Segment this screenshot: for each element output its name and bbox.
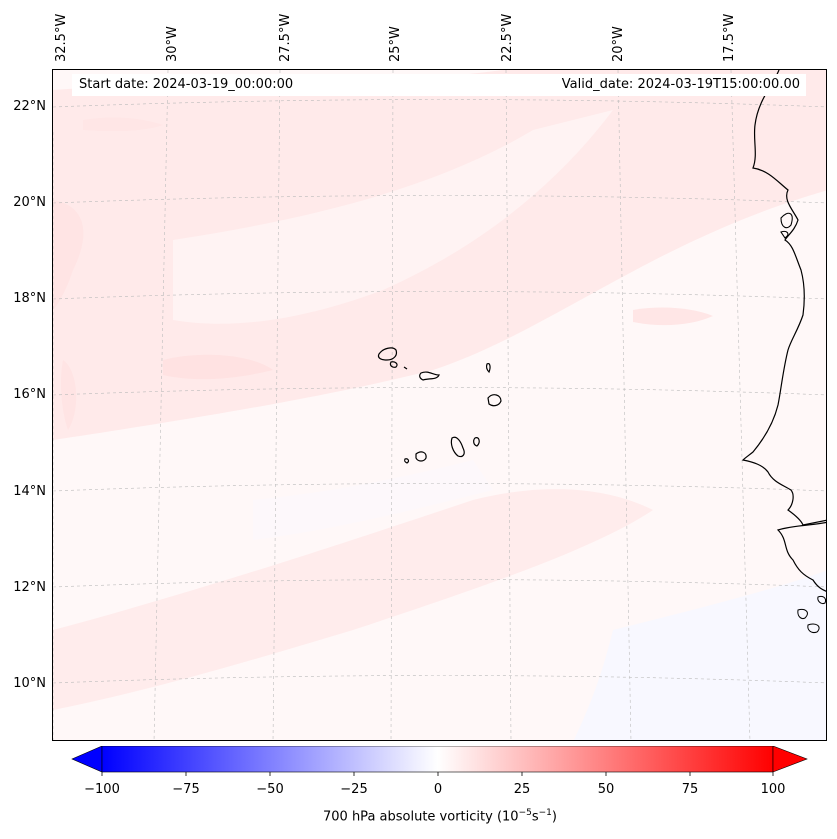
colorbar-max-extend bbox=[772, 746, 808, 773]
gridlines bbox=[53, 70, 826, 740]
colorbar-tick-label: 25 bbox=[513, 782, 531, 797]
map-canvas bbox=[53, 70, 826, 740]
island-santo-antao bbox=[377, 347, 398, 361]
lon-label: 30°W bbox=[165, 26, 180, 62]
coastal-island bbox=[780, 230, 789, 239]
vorticity-band bbox=[633, 307, 713, 326]
island-santiago bbox=[450, 436, 465, 458]
colorbar bbox=[71, 746, 808, 776]
lat-label: 12°N bbox=[13, 580, 46, 595]
meridian-line bbox=[730, 70, 751, 740]
lon-label: 20°W bbox=[611, 26, 626, 62]
colorbar-tick-label: −75 bbox=[172, 782, 200, 797]
africa-coastline bbox=[776, 521, 826, 592]
island-boa-vista bbox=[487, 394, 502, 407]
lon-label: 32.5°W bbox=[54, 13, 69, 62]
meridian-line bbox=[272, 70, 281, 740]
colorbar-title-mid: s bbox=[531, 809, 539, 825]
map-frame bbox=[52, 69, 827, 741]
lon-label: 17.5°W bbox=[722, 13, 737, 62]
meridian-line bbox=[390, 70, 394, 740]
lat-label: 22°N bbox=[13, 99, 46, 114]
lat-label: 20°N bbox=[13, 195, 46, 210]
lat-label: 18°N bbox=[13, 291, 46, 306]
info-band bbox=[72, 74, 806, 96]
vorticity-band bbox=[60, 360, 77, 430]
vorticity-band bbox=[53, 489, 653, 710]
vorticity-band bbox=[163, 354, 273, 380]
island-maio bbox=[473, 437, 480, 447]
colorbar-title: 700 hPa absolute vorticity (10−5s−1) bbox=[0, 808, 837, 824]
vorticity-band bbox=[83, 117, 163, 132]
island-santa-luzia bbox=[403, 366, 408, 370]
lat-label: 10°N bbox=[13, 676, 46, 691]
colorbar-title-exp1: −5 bbox=[518, 808, 532, 818]
colorbar-min-extend bbox=[71, 746, 103, 773]
lat-label: 16°N bbox=[13, 387, 46, 402]
lon-label: 25°W bbox=[388, 26, 403, 62]
coastal-island bbox=[807, 623, 820, 633]
vorticity-band bbox=[253, 460, 493, 540]
coastal-island bbox=[817, 595, 826, 604]
colorbar-body bbox=[101, 746, 774, 773]
africa-coastline bbox=[741, 70, 826, 526]
island-sal bbox=[486, 362, 491, 374]
island-brava bbox=[404, 458, 410, 464]
lon-label: 22.5°W bbox=[500, 13, 515, 62]
colorbar-tick-label: −25 bbox=[340, 782, 368, 797]
island-sao-vicente bbox=[389, 361, 398, 368]
meridian-line bbox=[617, 70, 632, 740]
island-fogo bbox=[415, 451, 427, 462]
colorbar-tick-label: −100 bbox=[84, 782, 120, 797]
colorbar-title-suffix: ) bbox=[551, 809, 557, 825]
colorbar-title-prefix: 700 hPa absolute vorticity (10 bbox=[323, 809, 519, 825]
lon-label: 27.5°W bbox=[278, 13, 293, 62]
coastal-island bbox=[797, 609, 808, 619]
colorbar-tick-label: 0 bbox=[433, 782, 443, 797]
island-sao-nicolau bbox=[419, 371, 440, 381]
vorticity-band bbox=[173, 110, 613, 324]
colorbar-tick-label: 50 bbox=[597, 782, 615, 797]
colorbar-title-exp2: −1 bbox=[538, 808, 552, 818]
colorbar-tick-label: −50 bbox=[256, 782, 284, 797]
lat-label: 14°N bbox=[13, 484, 46, 499]
meridian-line bbox=[505, 70, 512, 740]
colorbar-tick-label: 100 bbox=[760, 782, 786, 797]
valid-date-label: Valid_date: 2024-03-19T15:00:00.00 bbox=[561, 77, 800, 92]
start-date-label: Start date: 2024-03-19_00:00:00 bbox=[79, 77, 294, 92]
cape-verde-islands bbox=[377, 347, 502, 464]
vorticity-band bbox=[573, 570, 826, 740]
vorticity-band bbox=[53, 200, 84, 310]
coastal-island bbox=[780, 212, 793, 229]
meridian-line bbox=[153, 70, 169, 740]
colorbar-tick-label: 75 bbox=[681, 782, 699, 797]
